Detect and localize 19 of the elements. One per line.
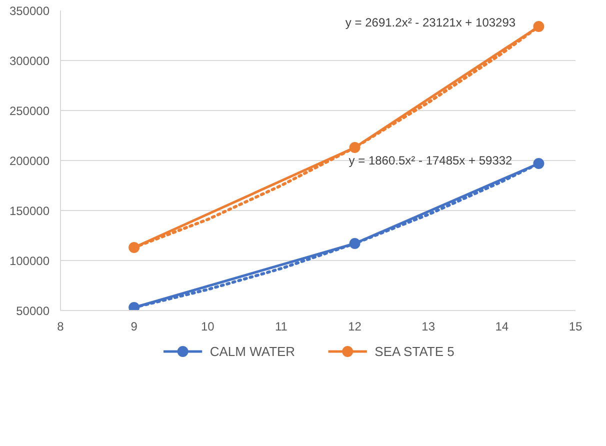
y-tick-label: 200000 <box>9 154 50 168</box>
x-tick-label: 14 <box>495 320 509 334</box>
x-tick-label: 9 <box>130 320 138 334</box>
y-tick-label: 50000 <box>16 304 50 318</box>
x-tick-label: 8 <box>57 320 64 334</box>
y-tick-label: 300000 <box>9 54 50 68</box>
x-tick-label: 13 <box>422 320 436 334</box>
annotation: y = 1860.5x² - 17485x + 59332 <box>348 154 513 168</box>
x-tick-label: 15 <box>568 320 582 334</box>
x-tick-label: 10 <box>200 320 215 334</box>
x-tick-label: 12 <box>348 320 362 334</box>
y-tick-label: 150000 <box>9 204 50 218</box>
y-tick-label: 350000 <box>9 4 50 18</box>
y-tick-label: 250000 <box>9 104 50 118</box>
annotation: y = 2691.2x² - 23121x + 103293 <box>345 16 516 30</box>
x-tick-label: 11 <box>274 320 288 334</box>
legend-label: SEA STATE 5 <box>374 344 454 359</box>
y-tick-label: 100000 <box>9 254 50 268</box>
legend-label: CALM WATER <box>210 344 296 359</box>
